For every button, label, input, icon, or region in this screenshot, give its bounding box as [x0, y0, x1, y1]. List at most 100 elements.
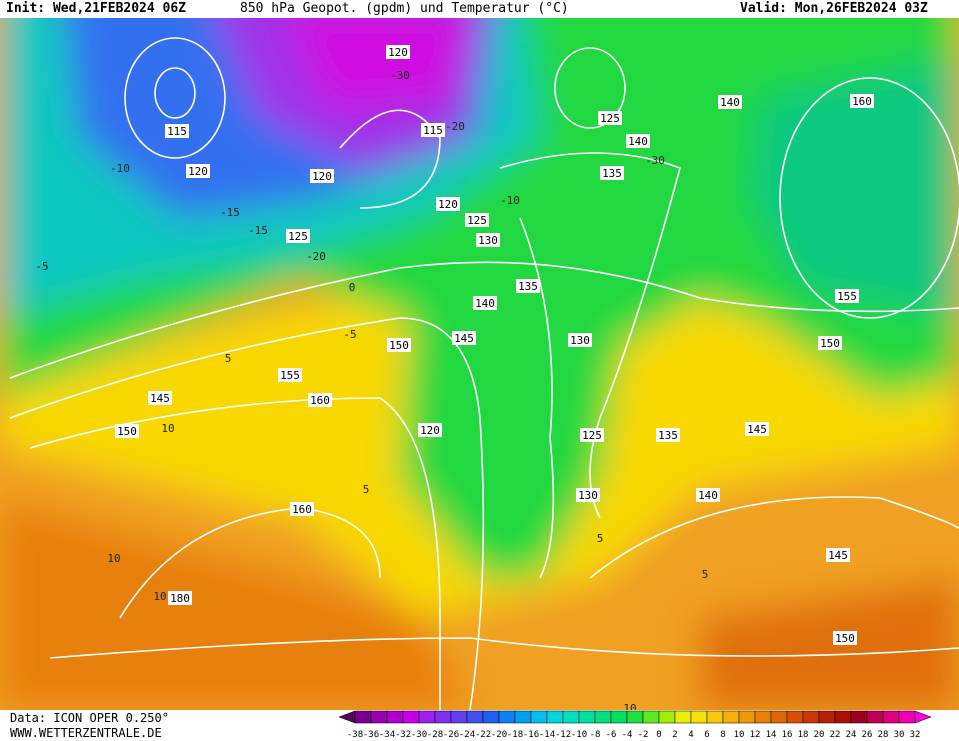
temperature-label: 5	[363, 483, 370, 496]
temperature-label: -10	[110, 162, 130, 175]
contour-label-box	[386, 45, 410, 59]
colorbar-box	[530, 710, 548, 724]
colorbar-box	[626, 710, 644, 724]
geopotential-label: 115	[167, 125, 187, 138]
colorbar-tick-label: -2	[638, 730, 649, 740]
data-source: Data: ICON OPER 0.250°	[10, 711, 169, 725]
geopotential-label: 125	[288, 230, 308, 243]
temperature-label: 10	[161, 422, 174, 435]
colorbar-tick-label: 22	[830, 730, 841, 740]
geopotential-label: 160	[292, 503, 312, 516]
colorbar-box	[690, 710, 708, 724]
colorbar: -38 -36 -34 -32 -30 -28 -26 -24 -22 -20 -18 -16 -14-…	[338, 710, 932, 740]
colorbar-arrow	[914, 710, 932, 724]
geopotential-label: 120	[438, 198, 458, 211]
geopotential-label: 145	[747, 423, 767, 436]
colorbar-box	[722, 710, 740, 724]
contour-label-box	[168, 591, 192, 605]
contour-label-box	[626, 134, 650, 148]
contour-label-box	[516, 279, 540, 293]
geopotential-label: 160	[310, 394, 330, 407]
colorbar-box	[674, 710, 692, 724]
geopotential-label: 150	[820, 337, 840, 350]
temperature-label: 5	[702, 568, 709, 581]
contour-label-box	[580, 428, 604, 442]
geopotential-label: 135	[658, 429, 678, 442]
temperature-label: -5	[35, 260, 48, 273]
colorbar-tick-label: -32	[395, 730, 411, 740]
geopotential-label: 120	[188, 165, 208, 178]
contour-label-box	[598, 111, 622, 125]
colorbar-box	[818, 710, 836, 724]
contour-label-box	[421, 123, 445, 137]
geopotential-label: 125	[582, 429, 602, 442]
colorbar-box	[546, 710, 564, 724]
contour-label-box	[310, 169, 334, 183]
geopotential-label: 130	[570, 334, 590, 347]
colorbar-tick-label: -16	[523, 730, 539, 740]
geopotential-label: 125	[467, 214, 487, 227]
contour-label-box	[290, 502, 314, 516]
geopotential-label: 155	[280, 369, 300, 382]
contour-label-box	[278, 368, 302, 382]
geopotential-label: 145	[150, 392, 170, 405]
geopotential-label: 150	[389, 339, 409, 352]
geopotential-label: 150	[835, 632, 855, 645]
colorbar-tick-label: -26	[443, 730, 459, 740]
colorbar-tick-label: -24	[459, 730, 475, 740]
colorbar-box	[594, 710, 612, 724]
colorbar-box	[578, 710, 596, 724]
contour-label-box	[465, 213, 489, 227]
geopotential-label: 120	[312, 170, 332, 183]
geopotential-label: 120	[388, 46, 408, 59]
colorbar-tick-label: 2	[672, 730, 677, 740]
colorbar-box	[770, 710, 788, 724]
contour-label-box	[148, 391, 172, 405]
colorbar-box	[514, 710, 532, 724]
temperature-label: -20	[445, 120, 465, 133]
contour-label-box	[165, 124, 189, 138]
colorbar-box	[642, 710, 660, 724]
colorbar-box	[370, 710, 388, 724]
website: WWW.WETTERZENTRALE.DE	[10, 726, 162, 740]
colorbar-tick-label: 16	[782, 730, 793, 740]
colorbar-box	[386, 710, 404, 724]
colorbar-tick-label: -8	[590, 730, 601, 740]
colorbar-tick-label: 32	[910, 730, 921, 740]
colorbar-box	[706, 710, 724, 724]
colorbar-tick-label: 0	[656, 730, 661, 740]
colorbar-tick-label: 26	[862, 730, 873, 740]
colorbar-box	[482, 710, 500, 724]
contour-label-box	[186, 164, 210, 178]
map-title: 850 hPa Geopot. (gpdm) und Temperatur (°…	[240, 1, 569, 16]
colorbar-tick-label: -4	[622, 730, 633, 740]
colorbar-box	[738, 710, 756, 724]
temperature-label: 10	[623, 702, 636, 710]
contour-label-box	[850, 94, 874, 108]
colorbar-box	[658, 710, 676, 724]
colorbar-box	[402, 710, 420, 724]
contour-label-box	[600, 166, 624, 180]
geopotential-label: 140	[475, 297, 495, 310]
geopotential-label: 115	[423, 124, 443, 137]
geopotential-label: 130	[578, 489, 598, 502]
colorbar-tick-label: -12	[555, 730, 571, 740]
geopotential-label: 180	[170, 592, 190, 605]
contour-label-box	[418, 423, 442, 437]
contour-label-box	[436, 197, 460, 211]
temperature-label: -10	[500, 194, 520, 207]
geopotential-contours	[9, 37, 959, 710]
contour-label-box	[286, 229, 310, 243]
colorbar-tick-label: -10	[571, 730, 587, 740]
colorbar-box	[882, 710, 900, 724]
colorbar-tick-label: 4	[688, 730, 693, 740]
temperature-label: -20	[306, 250, 326, 263]
temperature-label: -15	[248, 224, 268, 237]
contour-label-box	[718, 95, 742, 109]
temperature-label: -15	[220, 206, 240, 219]
temperature-label: 0	[349, 281, 356, 294]
contour-label-box	[568, 333, 592, 347]
geopotential-label: 125	[600, 112, 620, 125]
colorbar-tick-label: -38	[347, 730, 363, 740]
